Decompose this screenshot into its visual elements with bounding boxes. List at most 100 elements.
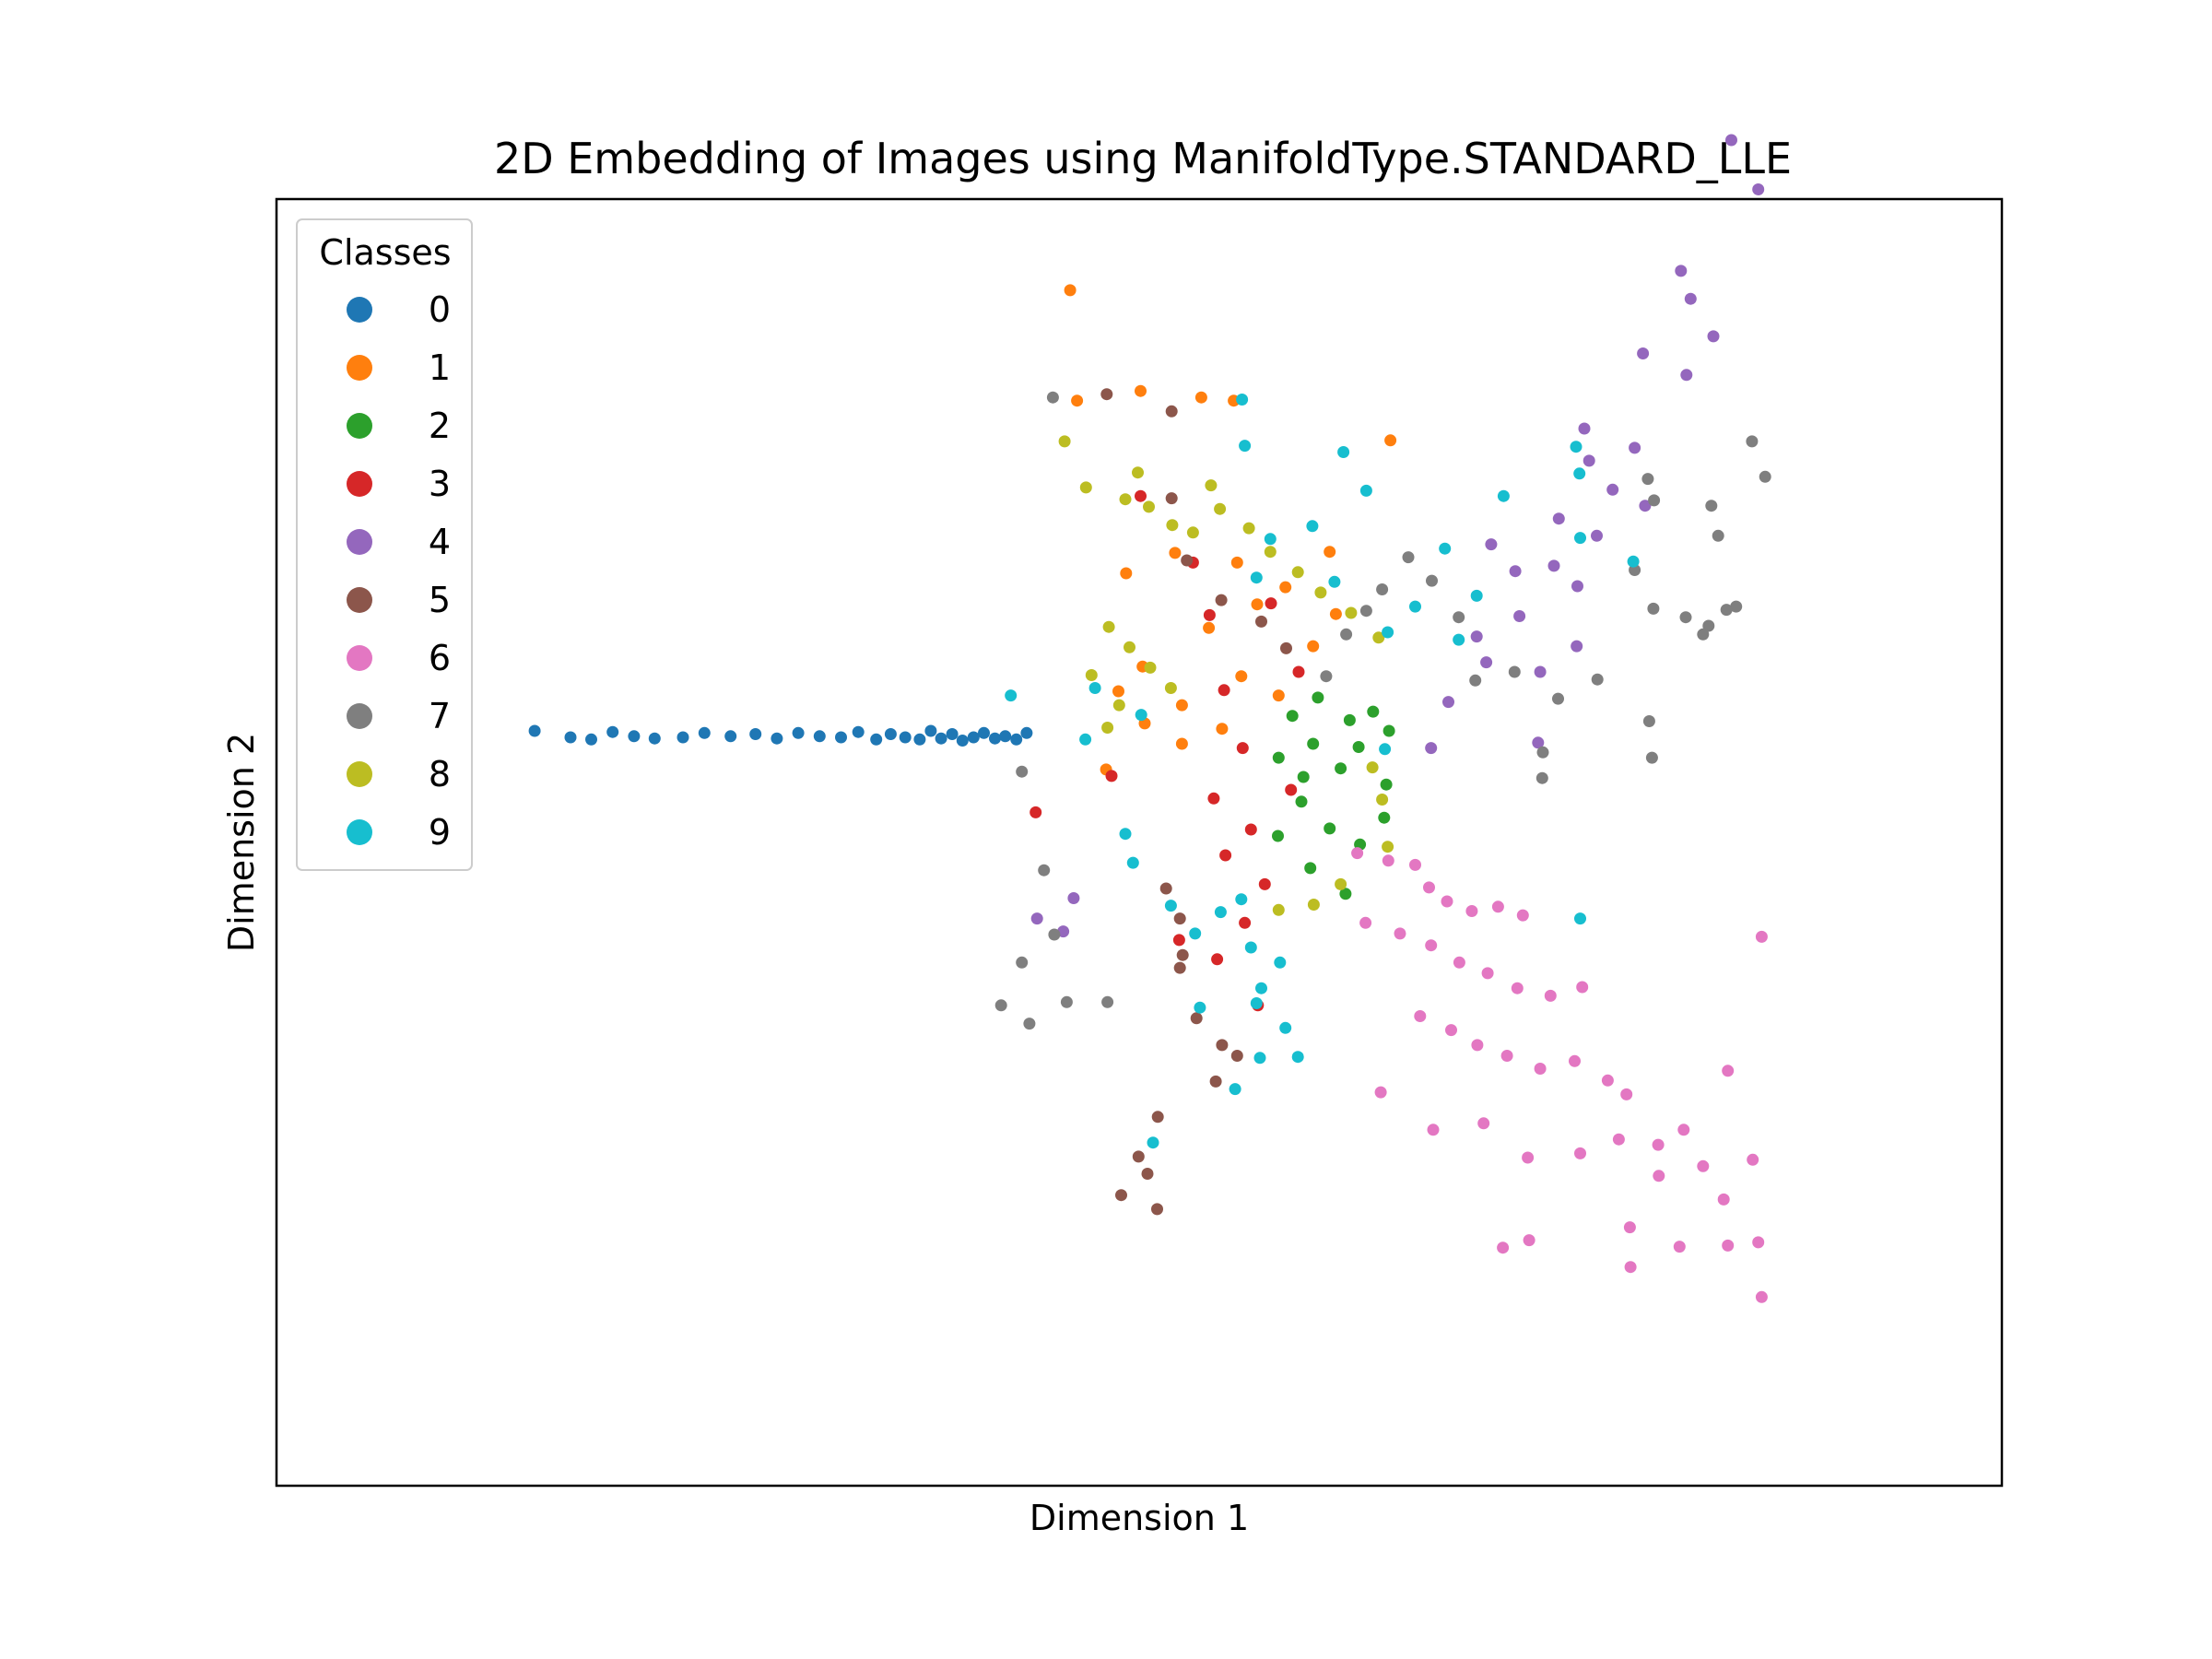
scatter-point-class-0 [935,732,947,745]
scatter-point-class-7 [1746,435,1759,448]
scatter-point-class-6 [1755,930,1768,943]
scatter-point-class-8 [1164,682,1177,694]
scatter-point-class-6 [1491,900,1504,913]
legend-label-4: 4 [429,522,451,562]
scatter-point-class-4 [1425,742,1438,755]
scatter-point-class-9 [1119,828,1132,841]
scatter-point-class-0 [648,732,661,745]
scatter-point-class-7 [1453,611,1465,624]
scatter-point-class-9 [1194,1001,1206,1014]
scatter-point-class-8 [1112,699,1125,712]
scatter-point-class-2 [1286,710,1299,723]
scatter-point-class-8 [1186,526,1199,539]
scatter-point-class-8 [1144,661,1157,674]
scatter-point-class-2 [1343,713,1356,726]
scatter-point-class-8 [1132,466,1144,479]
scatter-point-class-6 [1427,1124,1440,1136]
scatter-point-class-5 [1173,961,1186,974]
legend-label-3: 3 [429,464,451,504]
scatter-point-class-9 [1574,912,1586,925]
scatter-point-class-0 [956,735,969,747]
scatter-point-class-5 [1141,1168,1154,1180]
scatter-point-class-1 [1064,284,1077,297]
scatter-point-class-0 [899,731,912,744]
scatter-point-class-5 [1132,1150,1145,1163]
scatter-point-class-7 [994,999,1007,1012]
scatter-point-class-9 [1005,689,1018,702]
scatter-point-class-0 [1010,733,1023,746]
scatter-point-class-1 [1230,556,1243,569]
legend-marker-1 [347,355,372,381]
scatter-point-class-9 [1274,956,1287,969]
scatter-point-class-3 [1219,849,1232,862]
series-6 [1351,847,1768,1303]
scatter-point-class-5 [1176,948,1189,961]
scatter-point-class-9 [1088,682,1101,694]
scatter-point-class-3 [1203,608,1216,621]
scatter-point-class-9 [1497,489,1510,502]
scatter-point-class-7 [1645,751,1658,764]
scatter-point-class-9 [1328,575,1341,588]
scatter-point-class-5 [1255,615,1267,628]
scatter-point-class-1 [1175,699,1188,712]
scatter-point-class-2 [1324,822,1336,835]
scatter-point-class-0 [698,726,711,739]
legend-marker-2 [347,413,372,439]
scatter-point-class-5 [1173,912,1186,925]
scatter-point-class-9 [1573,467,1586,480]
scatter-point-class-0 [606,725,619,738]
scatter-point-class-6 [1576,981,1589,994]
scatter-point-class-5 [1151,1111,1164,1124]
scatter-point-class-3 [1207,792,1220,805]
scatter-point-class-1 [1120,567,1133,580]
scatter-point-class-6 [1624,1261,1637,1274]
scatter-point-class-6 [1516,909,1529,922]
scatter-point-class-1 [1216,723,1229,735]
scatter-point-class-6 [1569,1054,1581,1067]
legend-label-6: 6 [429,638,451,678]
legend-marker-7 [347,703,372,729]
scatter-point-class-0 [967,731,980,744]
scatter-point-class-8 [1264,546,1277,559]
scatter-point-class-9 [1164,900,1177,912]
scatter-point-class-9 [1453,633,1465,646]
scatter-point-class-7 [1705,500,1718,512]
scatter-point-class-9 [1382,626,1394,639]
scatter-point-class-4 [1509,565,1522,578]
series-4 [1030,134,1765,938]
scatter-point-class-9 [1570,441,1583,453]
scatter-point-class-8 [1166,519,1179,532]
scatter-point-class-4 [1680,369,1693,382]
legend-label-2: 2 [429,406,451,446]
scatter-point-class-9 [1135,709,1147,722]
scatter-point-class-3 [1258,877,1271,890]
scatter-point-class-8 [1372,631,1385,644]
scatter-point-class-4 [1532,736,1545,749]
legend-marker-0 [347,297,372,323]
scatter-point-class-3 [1105,770,1118,782]
scatter-point-class-6 [1522,1151,1535,1164]
legend-frame [296,218,473,871]
scatter-point-class-9 [1255,982,1267,994]
scatter-point-class-5 [1115,1189,1127,1202]
scatter-point-class-2 [1272,830,1284,842]
scatter-point-class-8 [1102,620,1115,633]
scatter-point-class-9 [1189,927,1202,940]
scatter-point-class-1 [1384,434,1397,447]
legend-marker-5 [347,587,372,613]
scatter-point-class-6 [1394,927,1406,940]
scatter-point-class-7 [1720,604,1733,617]
scatter-point-class-4 [1752,183,1765,195]
scatter-point-class-0 [999,730,1012,743]
scatter-point-class-7 [1046,391,1059,404]
scatter-point-class-5 [1181,554,1194,567]
scatter-point-class-7 [1060,995,1073,1008]
scatter-point-class-4 [1707,330,1720,343]
scatter-point-class-0 [749,728,762,740]
scatter-point-class-2 [1352,741,1365,753]
scatter-point-class-6 [1445,1024,1457,1037]
scatter-point-class-6 [1544,989,1557,1002]
scatter-point-class-7 [1642,715,1655,727]
scatter-point-class-3 [1135,489,1147,502]
